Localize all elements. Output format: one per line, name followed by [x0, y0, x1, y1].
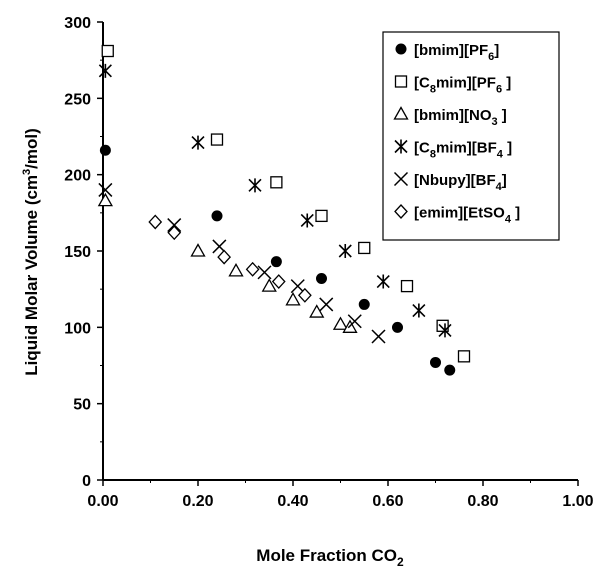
- legend-box: [382, 31, 560, 241]
- data-point-series-1: [457, 350, 471, 363]
- data-point-series-4: [257, 265, 272, 280]
- data-point-series-2: [97, 192, 113, 207]
- data-point-series-1: [315, 209, 328, 223]
- data-point-series-3: [412, 303, 426, 318]
- data-point-series-3: [376, 274, 390, 289]
- x-axis-title: Mole Fraction CO2: [256, 546, 404, 569]
- data-point-series-0: [358, 298, 370, 310]
- x-tick-label: 0.80: [467, 493, 498, 510]
- data-point-series-2: [261, 278, 277, 292]
- data-point-series-5: [245, 261, 260, 277]
- y-tick-label: 200: [64, 168, 91, 185]
- data-point-series-0: [99, 144, 111, 156]
- legend-marker-3: [394, 139, 408, 154]
- legend-label-0: [bmim][PF6]: [414, 42, 499, 63]
- y-tick-label: 300: [64, 15, 91, 32]
- legend-label-1: [C8mim][PF6 ]: [414, 75, 511, 96]
- data-point-series-5: [271, 274, 286, 289]
- legend-marker-2: [393, 106, 409, 120]
- x-tick-label: 0.40: [277, 493, 308, 510]
- data-point-series-1: [101, 44, 114, 58]
- data-point-series-2: [309, 304, 325, 318]
- y-tick-label: 100: [64, 320, 91, 337]
- data-point-series-5: [217, 249, 232, 265]
- data-point-series-0: [392, 321, 403, 333]
- data-point-series-3: [300, 213, 314, 228]
- data-point-series-4: [290, 279, 305, 294]
- data-point-series-5: [148, 214, 163, 230]
- data-point-series-2: [332, 316, 349, 330]
- data-point-series-2: [228, 263, 244, 277]
- legend-label-4: [Nbupy][BF4]: [414, 172, 507, 193]
- data-point-series-3: [338, 244, 352, 258]
- legend-label-5: [emim][EtSO4 ]: [414, 205, 520, 226]
- x-tick-label: 0.60: [372, 493, 403, 510]
- data-point-series-0: [270, 256, 282, 268]
- data-point-series-4: [167, 218, 182, 233]
- data-point-series-5: [297, 287, 312, 303]
- data-point-series-1: [436, 319, 449, 332]
- y-tick-label: 50: [73, 397, 91, 414]
- y-tick-label: 250: [64, 91, 91, 108]
- data-point-series-1: [210, 133, 224, 146]
- tick-labels: 0 50 100 150 200 250 300 0.00 0.20 0.40 0.60 0.80 1.…: [64, 15, 593, 510]
- data-point-series-4: [347, 314, 362, 329]
- data-point-series-1: [358, 241, 371, 255]
- data-point-series-0: [444, 364, 456, 376]
- legend-marker-0: [395, 43, 407, 55]
- data-point-series-4: [98, 182, 113, 197]
- legend-marker-4: [393, 171, 409, 187]
- data-point-series-3: [98, 63, 112, 78]
- data-point-series-3: [191, 135, 205, 150]
- data-point-series-0: [211, 210, 223, 222]
- x-tick-label: 0.00: [87, 493, 118, 510]
- data-point-series-5: [167, 225, 182, 241]
- data-point-series-4: [319, 297, 334, 312]
- legend-marker-5: [394, 204, 408, 219]
- data-points: [97, 44, 471, 376]
- data-point-series-1: [270, 176, 283, 189]
- legend-label-2: [bmim][NO3 ]: [414, 107, 507, 128]
- legend: [bmim][PF6] [C8mim][PF6 ] [bmim][NO3 ] [C8m…: [382, 31, 560, 241]
- data-point-series-1: [400, 279, 414, 293]
- y-axis-title: Liquid Molar Volume (cm3/mol): [21, 128, 41, 376]
- y-tick-label: 0: [82, 473, 91, 490]
- data-point-series-2: [190, 243, 206, 257]
- legend-label-3: [C8mim][BF4 ]: [414, 140, 512, 161]
- data-point-series-0: [430, 356, 441, 368]
- data-point-series-0: [316, 272, 327, 284]
- plot-axes: [97, 21, 579, 486]
- x-tick-label: 1.00: [562, 493, 593, 510]
- data-point-series-3: [438, 323, 452, 338]
- legend-marker-1: [394, 75, 408, 88]
- data-point-series-2: [285, 292, 301, 306]
- data-point-series-3: [248, 178, 262, 193]
- x-tick-label: 0.20: [182, 493, 213, 510]
- data-point-series-4: [371, 329, 386, 344]
- y-tick-label: 150: [64, 244, 91, 261]
